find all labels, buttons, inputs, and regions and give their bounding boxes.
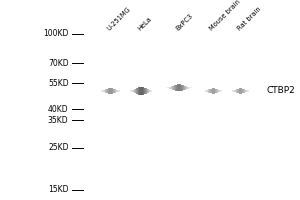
Text: BxPC3: BxPC3 <box>175 13 194 32</box>
Text: 25KD: 25KD <box>48 143 68 152</box>
Text: 35KD: 35KD <box>48 116 68 125</box>
Text: 55KD: 55KD <box>48 79 68 88</box>
Text: 40KD: 40KD <box>48 105 68 114</box>
Text: 70KD: 70KD <box>48 59 68 68</box>
Text: 15KD: 15KD <box>48 186 68 194</box>
Text: HeLa: HeLa <box>137 16 153 32</box>
Text: CTBP2: CTBP2 <box>267 86 296 95</box>
Text: Rat brain: Rat brain <box>236 6 262 32</box>
Text: U-251MG: U-251MG <box>106 6 132 32</box>
Text: Mouse brain: Mouse brain <box>209 0 242 32</box>
Text: 100KD: 100KD <box>43 29 68 38</box>
